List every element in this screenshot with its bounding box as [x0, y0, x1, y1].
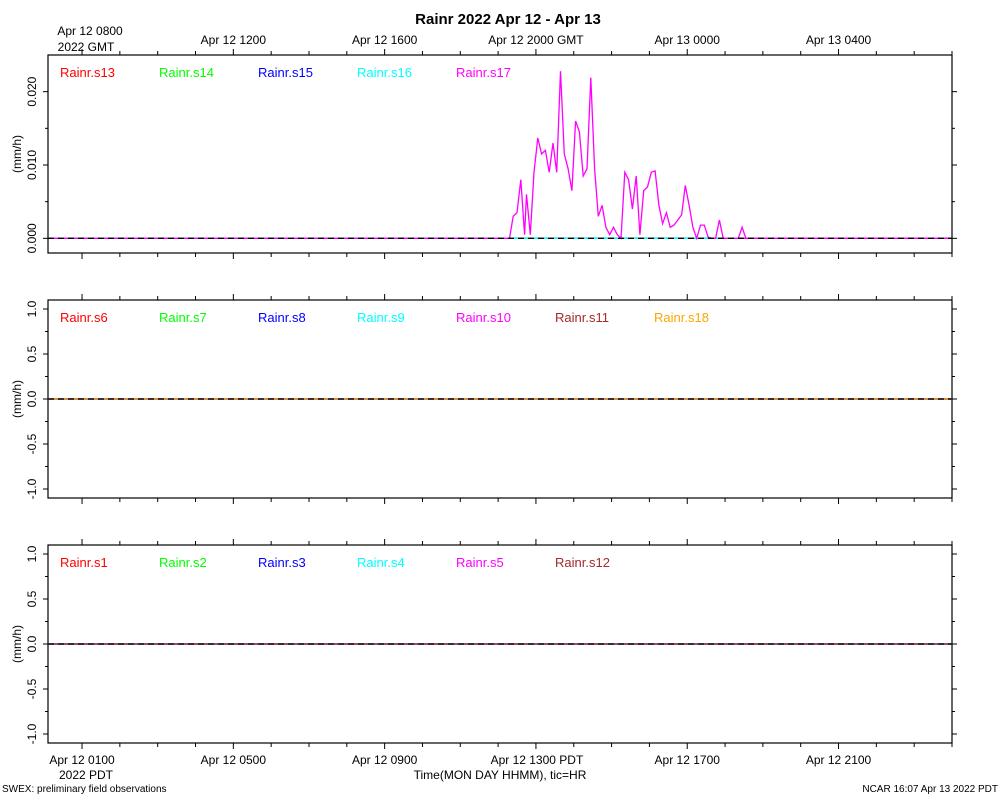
x-axis-title: Time(MON DAY HHMM), tic=HR [414, 768, 587, 782]
legend-entry: Rainr.s11 [555, 310, 609, 325]
pdt-tick-label: Apr 12 0100 [49, 753, 115, 767]
y-tick-label: 0.0 [25, 390, 39, 407]
legend-entry: Rainr.s3 [258, 555, 306, 570]
gmt-tick-label: Apr 13 0000 [655, 33, 721, 47]
figure-title: Rainr 2022 Apr 12 - Apr 13 [415, 11, 601, 28]
gmt-time-axis: Apr 12 0800 Apr 12 1200 Apr 12 1600 Apr 12 … [57, 24, 871, 47]
y-tick-label: -1.0 [25, 478, 39, 499]
series-line-rainr-s17 [48, 71, 952, 241]
legend-entry: Rainr.s2 [159, 555, 207, 570]
gmt-tick-label: Apr 12 0800 [57, 24, 123, 38]
legend-entry: Rainr.s6 [60, 310, 108, 325]
legend-entry: Rainr.s7 [159, 310, 207, 325]
y-tick-label: 0.020 [25, 76, 39, 106]
legend-entry: Rainr.s9 [357, 310, 405, 325]
legend-entry: Rainr.s12 [555, 555, 610, 570]
legend-entry: Rainr.s14 [159, 65, 214, 80]
y-tick-label: 0.5 [25, 345, 39, 362]
legend-entry: Rainr.s15 [258, 65, 313, 80]
y-tick-label: -0.5 [25, 678, 39, 699]
y-tick-label: 0.000 [25, 223, 39, 253]
panel-bottom: -1.0 -0.5 0.0 0.5 1.0 (mm/h) Rainr.s1 Rainr.s2 R… [10, 539, 957, 749]
footer-right: NCAR 16:07 Apr 13 2022 PDT [862, 784, 998, 795]
y-tick-label: -1.0 [25, 723, 39, 744]
footer-left: SWEX: preliminary field observations [2, 784, 167, 795]
panel-middle: -1.0 -0.5 0.0 0.5 1.0 (mm/h) Rainr.s6 Rainr.s7 R… [10, 294, 957, 504]
y-tick-label: 0.0 [25, 635, 39, 652]
legend-entry: Rainr.s16 [357, 65, 412, 80]
gmt-tick-label: Apr 12 1200 [201, 33, 267, 47]
legend-entry: Rainr.s4 [357, 555, 405, 570]
y-tick-label: 0.5 [25, 590, 39, 607]
pdt-time-axis: Apr 12 0100 Apr 12 0500 Apr 12 0900 Apr 12 … [49, 753, 871, 767]
y-tick-label: 1.0 [25, 300, 39, 317]
pdt-tick-label: Apr 12 0500 [201, 753, 267, 767]
y-tick-label: -0.5 [25, 433, 39, 454]
y-tick-label: 0.010 [25, 150, 39, 180]
gmt-tick-label: Apr 13 0400 [806, 33, 872, 47]
gmt-tick-label: Apr 12 2000 GMT [488, 33, 584, 47]
gmt-year-label: 2022 GMT [58, 40, 115, 54]
pdt-tick-label: Apr 12 0900 [352, 753, 418, 767]
legend-entry: Rainr.s10 [456, 310, 511, 325]
legend-entry: Rainr.s18 [654, 310, 709, 325]
y-axis-label: (mm/h) [10, 625, 24, 663]
pdt-tick-label: Apr 12 1700 [655, 753, 721, 767]
legend-entry: Rainr.s17 [456, 65, 511, 80]
legend-entry: Rainr.s1 [60, 555, 108, 570]
y-tick-label: 1.0 [25, 545, 39, 562]
gmt-tick-label: Apr 12 1600 [352, 33, 418, 47]
panel-top: 0.000 0.010 0.020 (mm/h) Rainr.s13 Rainr.s14 R… [10, 49, 957, 259]
y-axis-label: (mm/h) [10, 135, 24, 173]
pdt-tick-label: Apr 12 2100 [806, 753, 872, 767]
legend-entry: Rainr.s13 [60, 65, 115, 80]
legend-entry: Rainr.s8 [258, 310, 306, 325]
pdt-year-label: 2022 PDT [59, 768, 114, 782]
y-axis-label: (mm/h) [10, 380, 24, 418]
plot-frame [47, 54, 953, 254]
pdt-tick-label: Apr 12 1300 PDT [491, 753, 584, 767]
legend-entry: Rainr.s5 [456, 555, 504, 570]
